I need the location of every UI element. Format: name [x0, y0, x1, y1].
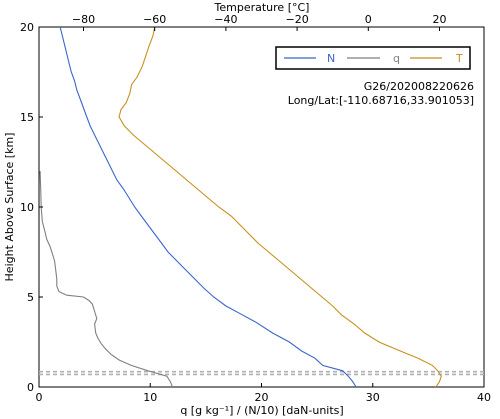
- legend-label-t: T: [455, 52, 463, 65]
- legend-label-n: N: [327, 52, 335, 65]
- x-bottom-tick-label: 10: [143, 391, 157, 404]
- y-tick-label: 0: [27, 381, 34, 394]
- x-bottom-tick-label: 20: [255, 391, 269, 404]
- x-top-tick-label: −20: [285, 13, 308, 26]
- y-tick-label: 5: [27, 291, 34, 304]
- series-layer: [39, 26, 484, 388]
- bottom-axis-title: q [g kg⁻¹] / (N/10) [daN-units]: [180, 404, 343, 417]
- legend-label-q: q: [393, 52, 400, 65]
- series-line-t: [118, 26, 442, 388]
- x-top-tick-label: 20: [433, 13, 447, 26]
- legend: N q T: [275, 46, 471, 70]
- y-tick-label: 10: [20, 201, 34, 214]
- x-top-tick-label: −60: [143, 13, 166, 26]
- top-axis-title: Temperature [°C]: [214, 1, 310, 14]
- annotation-station-time: G26/202008220626: [364, 80, 474, 93]
- y-tick-label: 20: [20, 21, 34, 34]
- x-top-tick-label: −80: [72, 13, 95, 26]
- series-line-q: [39, 170, 174, 388]
- x-bottom-tick-label: 40: [477, 391, 491, 404]
- y-axis-title: Height Above Surface [km]: [3, 133, 16, 282]
- x-bottom-tick-label: 0: [36, 391, 43, 404]
- x-bottom-tick-label: 30: [366, 391, 380, 404]
- series-line-n: [59, 26, 357, 388]
- axis-layer: 0 10 20 30 40 −80 −60 −40 −20 0 20 0 5 10 15 20: [20, 13, 491, 404]
- x-top-tick-label: 0: [365, 13, 372, 26]
- y-tick-label: 15: [20, 111, 34, 124]
- annotation-location: Long/Lat:[-110.68716,33.901053]: [288, 94, 474, 107]
- x-top-tick-label: −40: [214, 13, 237, 26]
